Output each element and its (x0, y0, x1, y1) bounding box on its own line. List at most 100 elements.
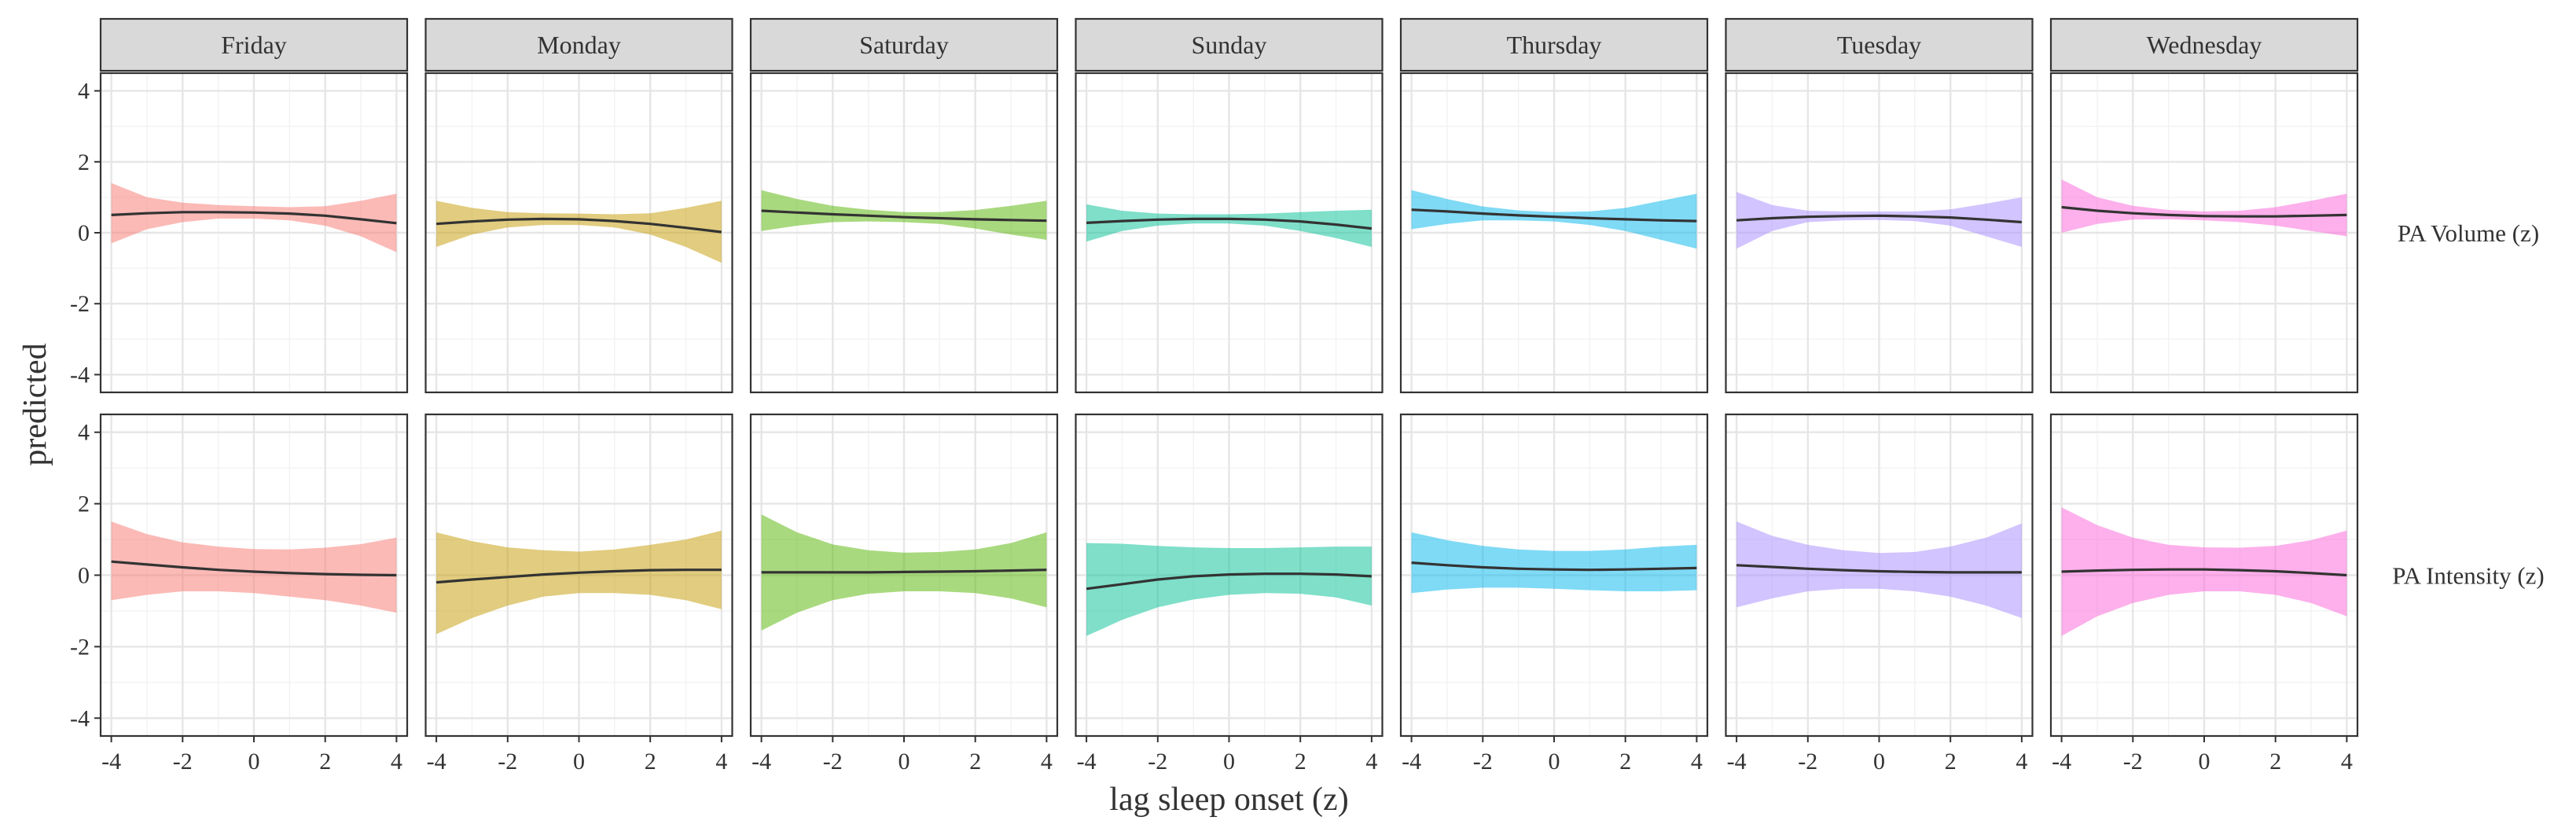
x-tick-label: 4 (2341, 749, 2353, 775)
y-tick-label: 0 (78, 220, 90, 246)
y-tick-label: -4 (70, 362, 90, 388)
ci-ribbon-wednesday-pa-volume-z (2061, 179, 2347, 237)
fit-line-wednesday-pa-intensity-z (2061, 568, 2347, 577)
panel-tuesday-pa-volume-z (1725, 72, 2034, 394)
x-tick-label: 2 (969, 749, 981, 775)
row-label-pa-volume-z: PA Volume (z) (2398, 219, 2539, 247)
x-tick-label: 4 (391, 749, 402, 775)
panel-monday-pa-volume-z (424, 72, 733, 394)
panel-thursday-pa-intensity-z (1399, 413, 1709, 738)
panel-border (749, 72, 1059, 394)
x-tick-label: -2 (1798, 749, 1817, 775)
panel-sunday-pa-intensity-z (1075, 413, 1384, 738)
x-tick-label: -2 (823, 749, 843, 775)
x-tick-label: -2 (1473, 749, 1493, 775)
y-tick-label: 2 (78, 149, 90, 175)
fit-line-friday-pa-volume-z (111, 211, 397, 225)
panel-border (1725, 72, 2034, 394)
y-axis-title: predicted (17, 343, 53, 465)
ci-ribbon-thursday-pa-intensity-z (1411, 532, 1697, 594)
x-tick-label: -2 (1148, 749, 1167, 775)
x-tick-label: 4 (715, 749, 727, 775)
panel-border (1075, 72, 1384, 394)
ci-ribbon-tuesday-pa-volume-z (1736, 192, 2022, 249)
panel-sunday-pa-volume-z (1075, 72, 1384, 394)
y-tick-label: 4 (78, 420, 90, 446)
panel-friday-pa-volume-z (99, 72, 409, 394)
ci-ribbon-thursday-pa-volume-z (1411, 190, 1697, 249)
x-tick-label: -2 (2123, 749, 2143, 775)
facet-label-sunday: Sunday (1192, 31, 1267, 59)
y-tick-label: 4 (78, 79, 90, 105)
panel-wednesday-pa-volume-z (2049, 72, 2359, 394)
row-label-pa-intensity-z: PA Intensity (z) (2392, 562, 2544, 590)
y-tick-label: 2 (78, 491, 90, 517)
facet-strip-friday (99, 17, 409, 72)
fit-line-wednesday-pa-volume-z (2061, 205, 2347, 218)
facet-strip-thursday (1399, 17, 1709, 72)
facet-label-thursday: Thursday (1507, 31, 1602, 59)
x-tick-label: -4 (2052, 749, 2071, 775)
x-tick-label: 4 (1691, 749, 1703, 775)
x-tick-label: 0 (1549, 749, 1560, 775)
ci-ribbon-sunday-pa-intensity-z (1086, 543, 1372, 636)
panel-friday-pa-intensity-z (99, 413, 409, 738)
x-tick-label: 4 (1041, 749, 1053, 775)
x-tick-label: -2 (498, 749, 517, 775)
x-tick-label: 0 (573, 749, 585, 775)
fit-line-monday-pa-intensity-z (435, 569, 722, 584)
panel-wednesday-pa-intensity-z (2049, 413, 2359, 738)
y-tick-label: -2 (70, 291, 90, 317)
facet-strip-wednesday (2049, 17, 2359, 72)
fit-line-friday-pa-intensity-z (111, 560, 397, 577)
x-tick-label: 2 (1945, 749, 1957, 775)
facet-label-tuesday: Tuesday (1837, 31, 1921, 59)
facet-strip-saturday (749, 17, 1059, 72)
ci-ribbon-friday-pa-intensity-z (111, 521, 397, 613)
x-tick-label: 2 (2269, 749, 2281, 775)
panel-border (2049, 72, 2359, 394)
facet-strip-tuesday (1725, 17, 2034, 72)
fit-line-saturday-pa-intensity-z (761, 569, 1047, 574)
facet-label-wednesday: Wednesday (2147, 31, 2262, 59)
ci-ribbon-monday-pa-volume-z (436, 201, 722, 263)
facet-label-friday: Friday (221, 31, 287, 59)
x-tick-label: 0 (248, 749, 260, 775)
x-tick-label: -4 (751, 749, 771, 775)
panel-thursday-pa-volume-z (1399, 72, 1709, 394)
facet-strip-monday (424, 17, 733, 72)
x-tick-label: 4 (1365, 749, 1377, 775)
panel-border (424, 72, 733, 394)
x-tick-label: -4 (1402, 749, 1421, 775)
facet-strip-sunday (1075, 17, 1384, 72)
fit-line-monday-pa-volume-z (435, 217, 722, 234)
ci-ribbon-wednesday-pa-intensity-z (2061, 507, 2347, 636)
x-tick-label: -4 (427, 749, 446, 775)
panel-tuesday-pa-intensity-z (1725, 413, 2034, 738)
panel-monday-pa-intensity-z (424, 413, 733, 738)
ci-ribbon-saturday-pa-volume-z (761, 190, 1047, 240)
x-tick-label: 4 (2016, 749, 2027, 775)
x-axis-title: lag sleep onset (z) (1109, 782, 1348, 818)
fit-line-tuesday-pa-volume-z (1736, 214, 2023, 224)
x-tick-label: -2 (173, 749, 193, 775)
x-tick-label: 0 (1873, 749, 1885, 775)
x-tick-label: 2 (645, 749, 656, 775)
panel-saturday-pa-volume-z (749, 72, 1059, 394)
x-tick-label: 0 (1223, 749, 1235, 775)
x-tick-label: 0 (898, 749, 910, 775)
fit-line-tuesday-pa-intensity-z (1736, 564, 2022, 574)
ci-ribbon-sunday-pa-volume-z (1086, 204, 1372, 247)
fit-line-sunday-pa-intensity-z (1086, 572, 1372, 591)
ci-ribbon-monday-pa-intensity-z (436, 530, 722, 635)
x-tick-label: 0 (2199, 749, 2210, 775)
x-tick-label: -4 (101, 749, 121, 775)
x-tick-label: 2 (1619, 749, 1631, 775)
ci-ribbon-friday-pa-volume-z (111, 182, 397, 252)
y-tick-label: -2 (70, 634, 90, 660)
ci-ribbon-tuesday-pa-intensity-z (1736, 521, 2022, 618)
x-tick-label: 2 (319, 749, 331, 775)
fit-line-sunday-pa-volume-z (1086, 217, 1373, 230)
facet-label-saturday: Saturday (859, 31, 949, 59)
